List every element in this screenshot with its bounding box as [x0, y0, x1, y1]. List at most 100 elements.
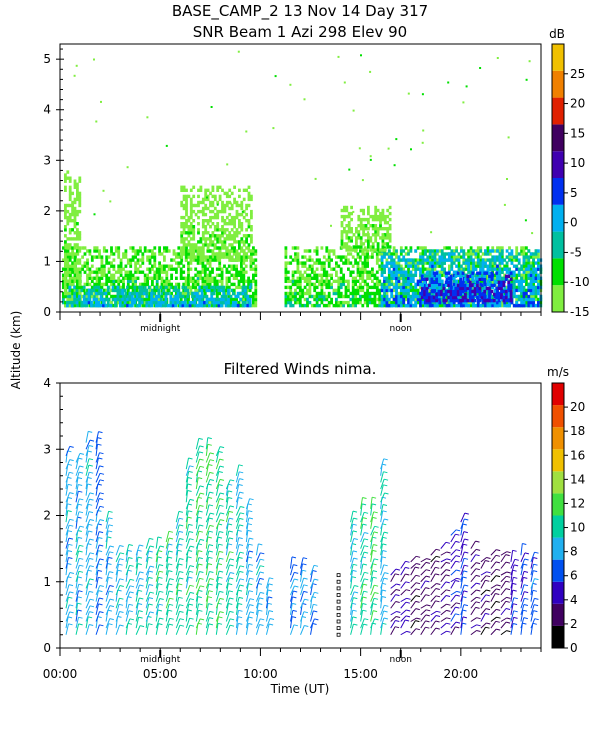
- snr-cell: [308, 300, 312, 305]
- snr-cell: [185, 258, 188, 262]
- snr-cell: [90, 270, 94, 274]
- snr-cell: [378, 258, 382, 262]
- snr-cell: [75, 297, 79, 302]
- snr-cell: [534, 273, 538, 277]
- snr-layer: [64, 170, 82, 308]
- snr-cell: [70, 300, 74, 305]
- wind-barb: [105, 598, 111, 609]
- wind-barb-flag: [99, 519, 105, 522]
- snr-cell: [100, 267, 104, 271]
- snr-cell: [388, 217, 392, 222]
- snr-cell: [354, 288, 357, 293]
- snr-cell: [146, 276, 149, 280]
- snr-cell: [230, 191, 234, 196]
- snr-cell: [460, 249, 463, 253]
- snr-cell: [387, 267, 391, 271]
- snr-cell: [187, 261, 190, 265]
- snr-cell: [197, 209, 200, 214]
- snr-cell: [351, 291, 355, 296]
- snr-cell: [537, 264, 540, 268]
- snr-cell: [232, 252, 236, 256]
- snr-cell: [233, 240, 236, 244]
- snr-cell: [237, 273, 241, 277]
- snr-cell: [397, 258, 401, 262]
- snr-cell: [481, 273, 485, 277]
- snr-cell: [373, 282, 377, 287]
- snr-cell: [342, 276, 345, 280]
- snr-cell: [366, 264, 369, 268]
- snr-cell: [419, 261, 422, 265]
- snr-cell: [508, 288, 511, 293]
- snr-cell: [464, 300, 468, 305]
- snr-cell: [488, 271, 491, 275]
- snr-cell: [220, 267, 224, 271]
- snr-cell: [153, 258, 157, 262]
- snr-cell: [371, 291, 374, 296]
- snr-cell: [232, 303, 235, 308]
- snr-cell: [491, 258, 495, 262]
- snr-cell: [218, 228, 222, 232]
- snr-cell: [179, 270, 183, 274]
- snr-cell: [512, 291, 516, 296]
- snr-cell: [175, 276, 178, 280]
- snr-cell: [344, 255, 348, 259]
- snr-cell: [199, 209, 203, 214]
- snr-cell: [240, 222, 244, 226]
- snr-cell: [198, 294, 202, 299]
- snr-cell: [170, 282, 173, 287]
- snr-cell: [383, 297, 386, 302]
- snr-cell: [208, 264, 212, 268]
- snr-cell: [419, 297, 422, 302]
- snr-cell: [88, 303, 92, 308]
- snr-cell: [525, 291, 528, 296]
- snr-cell: [414, 291, 418, 296]
- snr-cell: [428, 270, 432, 274]
- snr-cell: [448, 264, 451, 268]
- snr-cell: [464, 277, 467, 281]
- snr-cell: [467, 267, 470, 271]
- snr-cell: [520, 249, 523, 253]
- snr-cell: [385, 276, 389, 280]
- snr-cell: [180, 200, 184, 205]
- snr-cell: [500, 246, 504, 250]
- snr-cell: [454, 295, 458, 300]
- snr-cell: [191, 279, 195, 283]
- snr-cell: [99, 303, 103, 308]
- snr-cell: [388, 224, 392, 228]
- snr-cell: [179, 300, 182, 305]
- snr-cell: [359, 236, 363, 240]
- snr-cell: [100, 270, 104, 274]
- snr-cell: [469, 261, 473, 265]
- wind-barb: [85, 439, 91, 450]
- snr-cell: [378, 267, 382, 271]
- snr-cell: [68, 273, 72, 277]
- wind-column: [185, 457, 195, 635]
- snr-cell: [184, 276, 188, 280]
- snr-cell: [194, 246, 198, 250]
- snr-cell: [102, 267, 106, 271]
- snr-cell: [230, 258, 234, 262]
- wind-barb-flag: [97, 563, 103, 566]
- wind-barb: [95, 498, 100, 510]
- snr-cell: [85, 291, 89, 296]
- wind-barb-flag: [117, 569, 122, 572]
- wind-barb-flag: [109, 585, 114, 587]
- snr-cell: [367, 242, 370, 246]
- snr-cell: [78, 176, 82, 180]
- snr-heatmap-cells: [62, 50, 543, 308]
- snr-cell: [240, 228, 244, 232]
- snr-cell: [537, 300, 540, 305]
- snr-cell: [399, 267, 403, 271]
- snr-cell: [385, 294, 389, 299]
- snr-cell: [228, 243, 232, 247]
- snr-cell: [62, 291, 65, 296]
- snr-cell: [527, 273, 531, 277]
- snr-cell: [165, 264, 169, 268]
- snr-cell: [180, 252, 184, 256]
- snr-cell: [448, 276, 451, 280]
- snr-cell: [395, 276, 398, 280]
- snr-cell: [467, 255, 470, 259]
- snr-cell: [373, 285, 377, 290]
- snr-noise-cell: [226, 163, 229, 166]
